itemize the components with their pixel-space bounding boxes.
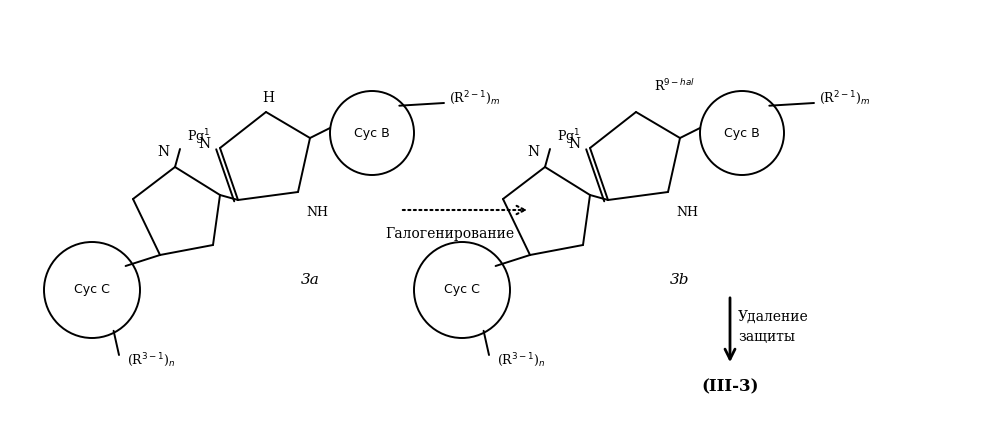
Text: N: N [527,145,539,159]
Text: N: N [568,137,580,151]
Text: Cyc C: Cyc C [74,283,110,297]
Text: N: N [157,145,169,159]
Text: (III-3): (III-3) [701,379,759,396]
Text: Pg$^1$: Pg$^1$ [557,128,580,147]
Text: NH: NH [676,206,698,219]
Text: (R$^{3-1}$)$_n$: (R$^{3-1}$)$_n$ [497,351,546,369]
Text: (R$^{2-1}$)$_m$: (R$^{2-1}$)$_m$ [819,89,871,107]
Text: Cyc C: Cyc C [444,283,480,297]
Text: N: N [198,137,210,151]
Text: Cyc B: Cyc B [724,127,760,139]
Text: 3b: 3b [670,273,690,287]
Text: Удаление: Удаление [738,310,809,324]
Text: (R$^{2-1}$)$_m$: (R$^{2-1}$)$_m$ [449,89,501,107]
Text: NH: NH [306,206,328,219]
Text: Cyc B: Cyc B [354,127,390,139]
Text: R$^{9-hal}$: R$^{9-hal}$ [654,78,695,94]
Text: 3a: 3a [301,273,319,287]
Text: Галогенирование: Галогенирование [385,227,515,241]
Text: защиты: защиты [738,330,795,344]
Text: (R$^{3-1}$)$_n$: (R$^{3-1}$)$_n$ [127,351,176,369]
Text: Pg$^1$: Pg$^1$ [187,128,210,147]
Text: H: H [262,91,274,105]
